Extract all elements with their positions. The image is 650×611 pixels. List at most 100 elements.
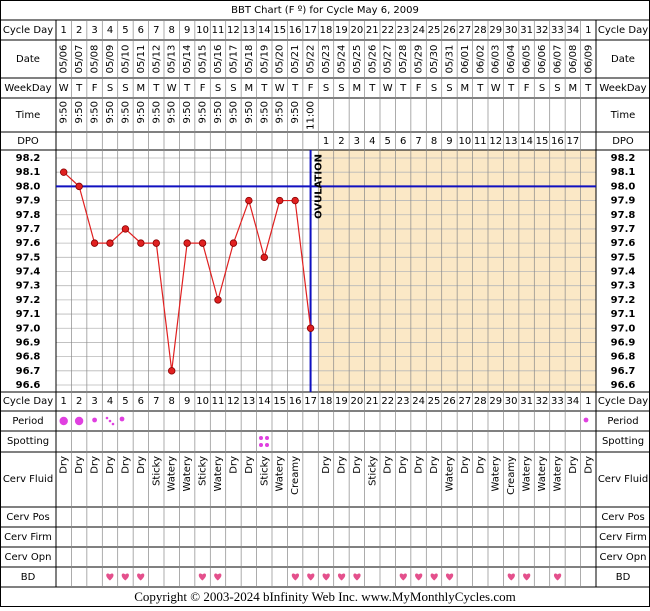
cycle-day: 19 [335, 25, 348, 36]
temperature-point [229, 239, 238, 247]
row-label: Cycle Day [3, 25, 53, 36]
date: 05/06 [59, 45, 70, 74]
row-label-right: Date [611, 54, 635, 65]
dpo: 9 [446, 136, 452, 147]
cerv-fluid: Watery [522, 456, 533, 492]
time: 9:50 [90, 101, 101, 123]
date: 05/24 [336, 45, 347, 74]
date: 05/23 [321, 45, 332, 74]
dpo: 14 [520, 136, 533, 147]
temperature-point [183, 239, 191, 247]
cycle-day: 30 [505, 25, 518, 36]
row-label-right: Cycle Day [598, 25, 648, 36]
weekday: M [353, 83, 362, 94]
time: 9:50 [244, 101, 255, 123]
cycle-day-bottom: 1 [585, 396, 591, 407]
cycle-day: 7 [153, 25, 159, 36]
date: 06/04 [506, 45, 517, 74]
spotting-marks [259, 436, 269, 447]
period-marks [59, 416, 589, 426]
y-tick-label: 98.1 [16, 167, 41, 178]
cycle-day-bottom: 21 [366, 396, 379, 407]
cerv-fluid: Watery [552, 456, 563, 492]
temperature-point [291, 196, 299, 205]
dpo: 12 [489, 136, 502, 147]
temperature-point [121, 225, 130, 233]
cycle-day-bottom: 22 [381, 396, 394, 407]
cycle-day: 17 [304, 25, 317, 36]
dpo: 1 [323, 136, 329, 147]
temperature-point [306, 324, 315, 332]
row-label: DPO [17, 136, 39, 147]
date: 05/21 [290, 45, 301, 74]
time: 9:50 [213, 101, 224, 123]
time: 9:50 [198, 101, 209, 123]
y-tick-label-right: 98.1 [611, 167, 636, 178]
time: 9:50 [151, 101, 162, 123]
cycle-day-bottom: 1 [61, 396, 67, 407]
cycle-day-bottom: 18 [320, 396, 333, 407]
time: 11:00 [306, 101, 317, 130]
row-label-right: Cerv Firm [599, 532, 647, 543]
cerv-fluid: Dry [120, 456, 131, 474]
dpo: 6 [400, 136, 406, 147]
cycle-day-bottom: 16 [289, 396, 302, 407]
date: 05/20 [275, 45, 286, 74]
cycle-day: 16 [289, 25, 302, 36]
row-label: Cerv Fluid [3, 474, 53, 485]
cycle-day-bottom: 33 [551, 396, 564, 407]
y-tick-label-right: 96.7 [611, 366, 636, 377]
date: 05/10 [120, 45, 131, 74]
cycle-day: 33 [551, 25, 564, 36]
cerv-fluid: Dry [105, 456, 116, 474]
date: 05/19 [259, 45, 270, 74]
cerv-fluid: Sticky [367, 456, 378, 486]
row-label-right: Cerv Opn [600, 552, 647, 563]
y-tick-label: 96.8 [16, 352, 41, 363]
weekday: S [230, 83, 236, 94]
weekday: M [245, 83, 254, 94]
cycle-day-bottom: 26 [443, 396, 456, 407]
y-tick-label: 96.6 [16, 380, 41, 391]
temperature-point [152, 239, 160, 247]
cerv-fluid: Dry [228, 456, 239, 474]
y-tick-label: 98.2 [16, 153, 41, 164]
temperature-point [168, 367, 176, 375]
date: 05/18 [244, 45, 255, 74]
temperature-point [75, 182, 83, 191]
cycle-day: 15 [273, 25, 286, 36]
weekday: W [167, 83, 177, 94]
cerv-fluid: Dry [475, 456, 486, 474]
cycle-day-bottom: 30 [505, 396, 518, 407]
cerv-fluid: Sticky [198, 456, 209, 486]
weekday: F [200, 83, 206, 94]
date: 05/29 [414, 45, 425, 74]
time: 9:50 [259, 101, 270, 123]
y-tick-label-right: 97.2 [611, 295, 636, 306]
cerv-fluid: Dry [460, 456, 471, 474]
cycle-day-bottom: 8 [169, 396, 175, 407]
weekday: T [368, 83, 376, 94]
row-label: WeekDay [4, 83, 51, 94]
cycle-day: 31 [520, 25, 533, 36]
date: 06/06 [537, 45, 548, 74]
weekday: F [308, 83, 314, 94]
weekday: T [584, 83, 592, 94]
cycle-day-bottom: 20 [350, 396, 363, 407]
weekday: S [323, 83, 329, 94]
dpo: 11 [474, 136, 487, 147]
cycle-day: 34 [566, 25, 579, 36]
cycle-day-bottom: 10 [196, 396, 209, 407]
cerv-fluid: Dry [398, 456, 409, 474]
row-label: Cerv Firm [4, 532, 52, 543]
weekday: T [291, 83, 299, 94]
cerv-fluid: Dry [244, 456, 255, 474]
row-label-right: WeekDay [599, 83, 646, 94]
y-tick-label-right: 98.2 [611, 153, 636, 164]
cerv-fluid: Dry [583, 456, 594, 474]
weekday: S [215, 83, 221, 94]
weekday: M [461, 83, 470, 94]
date: 06/02 [475, 45, 486, 74]
row-label-right: Period [607, 416, 638, 427]
cycle-day: 26 [443, 25, 456, 36]
